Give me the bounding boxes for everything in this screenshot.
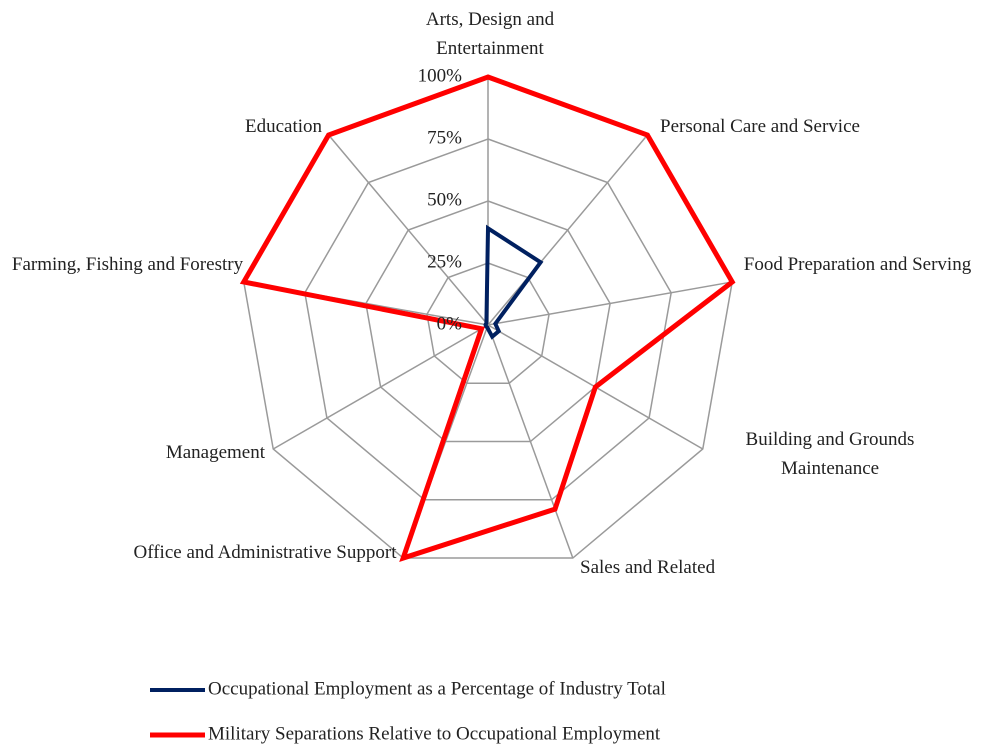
tick-label: 100% [418, 65, 463, 86]
category-label: Personal Care and Service [660, 116, 860, 137]
category-label: Building and Grounds Maintenance [745, 429, 915, 479]
grid-ring [426, 262, 550, 385]
category-label: Management [165, 442, 265, 463]
grid-ring [304, 138, 672, 501]
legend-label: Occupational Employment as a Percentage … [208, 678, 666, 699]
category-label: Farming, Fishing and Forestry [11, 254, 244, 275]
category-label: Arts, Design and Entertainment [425, 9, 555, 59]
spoke [487, 281, 733, 326]
category-label: Education [244, 116, 322, 137]
legend-label: Military Separations Relative to Occupat… [208, 723, 661, 744]
spoke [272, 324, 489, 450]
tick-label: 75% [427, 127, 462, 148]
series-line [239, 74, 736, 562]
spoke [487, 324, 574, 559]
category-label: Office and Administrative Support [133, 542, 397, 563]
series-line [483, 224, 544, 340]
spoke [487, 134, 648, 326]
category-label: Sales and Related [580, 557, 716, 578]
grid-ring [365, 200, 611, 443]
tick-label: 0% [437, 313, 463, 334]
tick-label: 50% [427, 189, 462, 210]
category-label: Food Preparation and Serving [743, 254, 972, 275]
spoke [328, 134, 489, 326]
tick-label: 25% [427, 251, 462, 272]
